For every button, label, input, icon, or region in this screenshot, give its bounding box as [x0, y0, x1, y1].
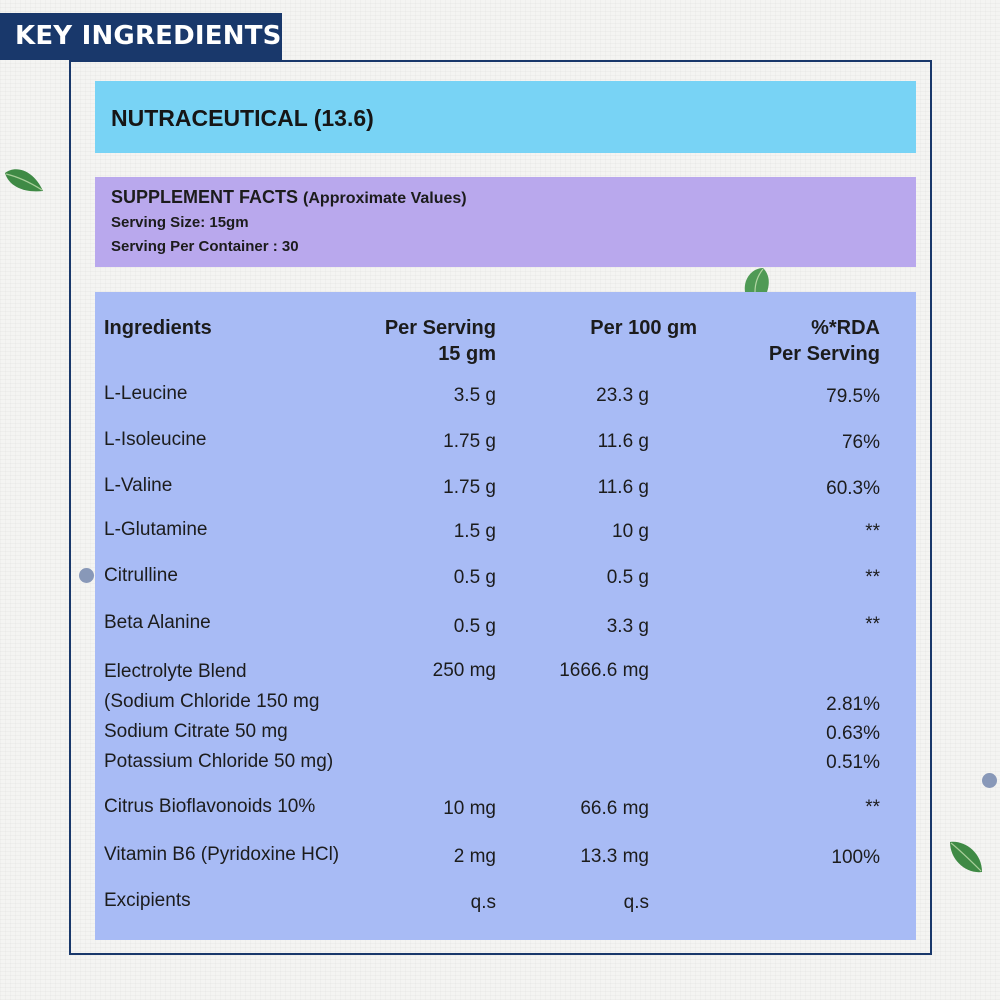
per-serving-value: q.s	[470, 892, 496, 913]
servings-per-container: Serving Per Container : 30	[111, 238, 299, 255]
ingredient-name: Citrus Bioflavonoids 10%	[104, 796, 316, 817]
per-100gm-value: 13.3 mg	[580, 846, 649, 867]
per-serving-value: 2 mg	[453, 846, 496, 867]
header-per-serving-amount: 15 gm	[438, 343, 496, 365]
per-100gm-value: 0.5 g	[606, 567, 649, 588]
ingredient-sub-name: Potassium Chloride 50 mg)	[104, 751, 334, 772]
supplement-facts-heading: SUPPLEMENT FACTS (Approximate Values)	[111, 187, 467, 208]
serving-size: Serving Size: 15gm	[111, 214, 249, 231]
mint-leaf-icon	[744, 268, 769, 292]
header-rda: %*RDA	[811, 317, 880, 339]
ingredient-name: Beta Alanine	[104, 612, 211, 633]
ingredient-name: Vitamin B6 (Pyridoxine HCl)	[104, 844, 340, 865]
rda-value: 0.51%	[826, 752, 880, 773]
dot-icon	[982, 773, 997, 788]
per-100gm-value: 66.6 mg	[580, 798, 649, 819]
mint-leaf-icon	[5, 169, 43, 192]
per-100gm-value: 11.6 g	[597, 477, 649, 498]
per-100gm-value: 10 g	[612, 521, 649, 542]
per-100gm-value: 11.6 g	[597, 431, 649, 452]
content-frame	[69, 60, 932, 955]
per-serving-value: 1.75 g	[443, 477, 496, 498]
per-serving-value: 1.5 g	[453, 521, 496, 542]
header-per-serving: Per Serving	[384, 317, 496, 339]
per-serving-value: 1.75 g	[443, 431, 496, 452]
ingredient-sub-name: Sodium Citrate 50 mg	[104, 721, 288, 742]
header-ingredients: Ingredients	[104, 317, 212, 339]
ingredient-sub-name: (Sodium Chloride 150 mg	[104, 691, 320, 712]
per-serving-value: 0.5 g	[453, 567, 496, 588]
header-rda-per-serving: Per Serving	[768, 343, 880, 365]
header-per-100gm: Per 100 gm	[590, 317, 697, 339]
rda-value: **	[865, 521, 880, 542]
ingredient-name: L-Leucine	[104, 383, 188, 404]
rda-value: **	[865, 614, 880, 635]
ingredient-name: L-Isoleucine	[104, 429, 207, 450]
ingredients-table: Ingredients Per Serving 15 gm Per 100 gm…	[95, 292, 916, 940]
rda-value: 60.3%	[826, 478, 880, 499]
per-serving-value: 10 mg	[443, 798, 496, 819]
per-serving-value: 0.5 g	[453, 616, 496, 637]
rda-value: 2.81%	[826, 694, 880, 715]
per-100gm-value: 3.3 g	[606, 616, 649, 637]
ingredient-name: L-Valine	[104, 475, 173, 496]
per-100gm-value: q.s	[623, 892, 649, 913]
supplement-facts-panel: SUPPLEMENT FACTS (Approximate Values) Se…	[95, 177, 916, 267]
rda-value: **	[865, 797, 880, 818]
supplement-facts-title: SUPPLEMENT FACTS	[111, 187, 299, 207]
ingredient-name: Electrolyte Blend	[104, 661, 247, 682]
dot-icon	[79, 568, 94, 583]
ingredient-name: Citrulline	[104, 565, 178, 586]
rda-value: 100%	[831, 847, 880, 868]
per-100gm-value: 23.3 g	[596, 385, 649, 406]
ingredient-name: Excipients	[104, 890, 191, 911]
nutraceutical-title: NUTRACEUTICAL (13.6)	[111, 105, 374, 131]
rda-value: **	[865, 567, 880, 588]
key-ingredients-badge: KEY INGREDIENTS	[0, 13, 282, 60]
per-serving-value: 3.5 g	[453, 385, 496, 406]
per-serving-value: 250 mg	[432, 660, 496, 681]
ingredient-name: L-Glutamine	[104, 519, 208, 540]
mint-leaf-icon	[950, 841, 982, 873]
rda-value: 0.63%	[826, 723, 880, 744]
per-100gm-value: 1666.6 mg	[559, 660, 649, 681]
supplement-facts-subtitle: (Approximate Values)	[303, 190, 467, 207]
rda-value: 79.5%	[826, 386, 880, 407]
nutraceutical-panel: NUTRACEUTICAL (13.6)	[95, 81, 916, 153]
rda-value: 76%	[841, 432, 880, 453]
